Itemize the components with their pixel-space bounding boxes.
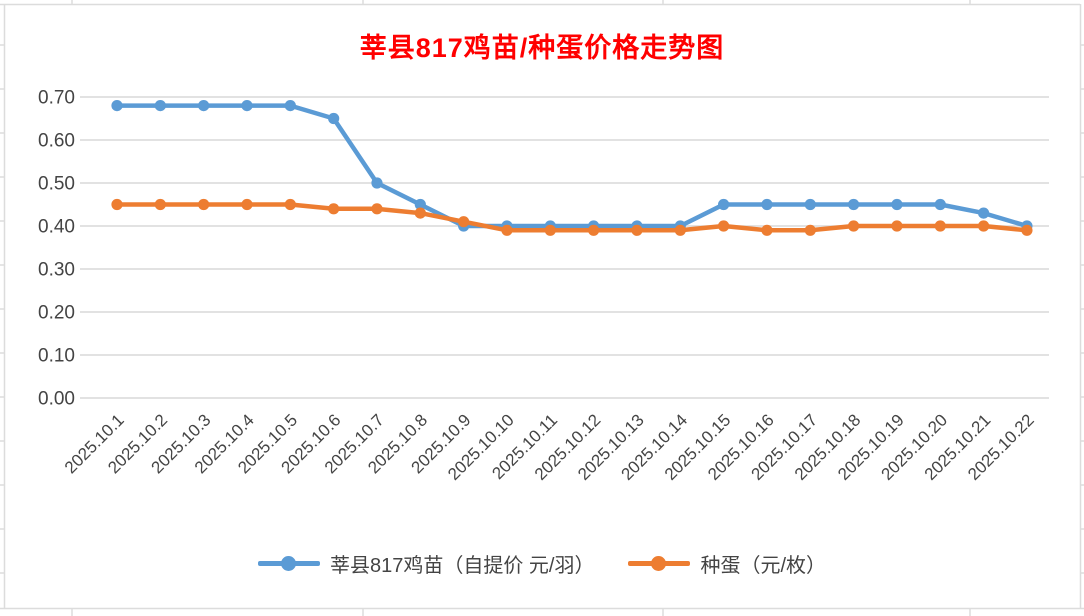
data-point bbox=[891, 198, 903, 211]
data-point bbox=[371, 203, 383, 215]
data-point bbox=[1021, 224, 1033, 236]
y-tick-label: 0.00 bbox=[38, 389, 75, 410]
y-gridlines bbox=[80, 96, 1049, 399]
data-point bbox=[414, 198, 426, 211]
y-tick-label: 0.50 bbox=[38, 174, 75, 195]
data-point bbox=[111, 198, 123, 211]
data-point bbox=[154, 198, 166, 211]
data-point bbox=[804, 224, 816, 236]
data-point bbox=[544, 224, 556, 236]
data-point bbox=[414, 207, 426, 219]
data-point bbox=[978, 207, 990, 219]
y-tick-label: 0.30 bbox=[38, 260, 75, 281]
data-point bbox=[241, 198, 253, 211]
chart-legend: 莘县817鸡苗（自提价 元/羽） 种蛋（元/枚） bbox=[0, 549, 1084, 578]
series-line bbox=[114, 103, 1030, 229]
data-point bbox=[458, 216, 470, 228]
data-point bbox=[328, 203, 340, 215]
data-point bbox=[241, 100, 253, 112]
data-point bbox=[154, 100, 166, 112]
data-point bbox=[284, 198, 296, 211]
data-point bbox=[891, 220, 903, 232]
data-point bbox=[718, 220, 730, 232]
legend-label-egg-price: 种蛋（元/枚） bbox=[700, 555, 827, 577]
data-point bbox=[111, 100, 123, 112]
data-point bbox=[674, 224, 686, 236]
data-point bbox=[284, 100, 296, 112]
legend-item-chick-price: 莘县817鸡苗（自提价 元/羽） bbox=[257, 549, 595, 578]
data-point bbox=[761, 224, 773, 236]
legend-line-marker-orange bbox=[628, 556, 691, 571]
data-point bbox=[501, 224, 513, 236]
data-point bbox=[371, 177, 383, 189]
x-axis-labels: 2025.10.12025.10.22025.10.32025.10.42025… bbox=[61, 410, 1038, 484]
data-point bbox=[848, 220, 860, 232]
series-1 bbox=[111, 198, 1033, 236]
data-point bbox=[631, 224, 643, 236]
y-tick-label: 0.40 bbox=[38, 217, 75, 238]
data-point bbox=[588, 224, 600, 236]
data-point bbox=[198, 198, 210, 211]
legend-item-egg-price: 种蛋（元/枚） bbox=[628, 549, 826, 578]
legend-line-marker-blue bbox=[257, 556, 320, 571]
data-point bbox=[328, 112, 340, 125]
data-point bbox=[934, 198, 946, 211]
chart-title: 莘县817鸡苗/种蛋价格走势图 bbox=[359, 33, 725, 63]
data-point bbox=[718, 198, 730, 211]
series-line bbox=[114, 202, 1030, 233]
series-0 bbox=[111, 100, 1033, 232]
data-point bbox=[934, 220, 946, 232]
y-tick-label: 0.20 bbox=[38, 303, 75, 324]
y-axis-labels: 0.70 0.60 0.50 0.40 0.30 0.20 0.10 0.00 bbox=[38, 88, 75, 410]
legend-label-chick-price: 莘县817鸡苗（自提价 元/羽） bbox=[329, 555, 595, 577]
data-point bbox=[761, 198, 773, 211]
data-point bbox=[198, 100, 210, 112]
y-tick-label: 0.70 bbox=[38, 88, 75, 109]
data-point bbox=[804, 198, 816, 211]
data-point bbox=[848, 198, 860, 211]
y-tick-label: 0.60 bbox=[38, 131, 75, 152]
data-point bbox=[978, 220, 990, 232]
y-tick-label: 0.10 bbox=[38, 346, 75, 367]
